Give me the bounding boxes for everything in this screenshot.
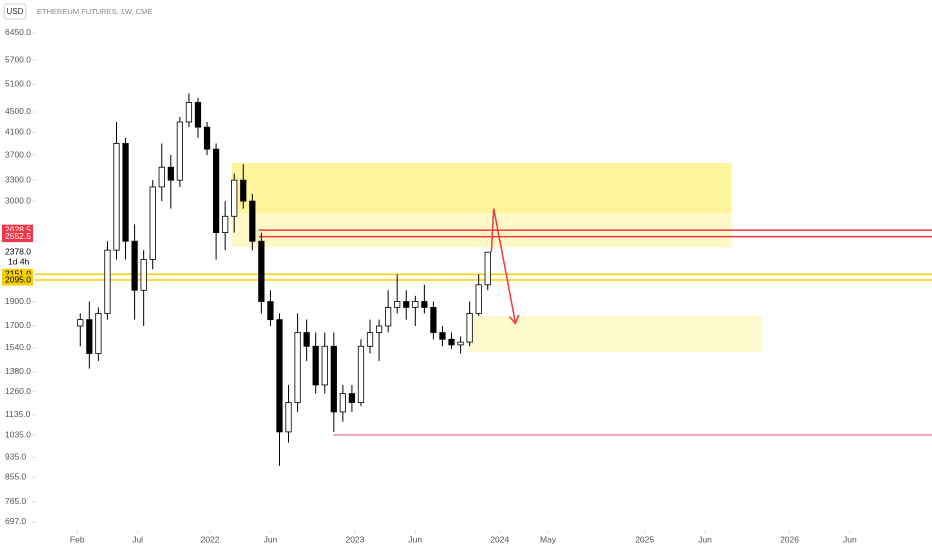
candle-body — [185, 102, 193, 123]
price-label: 2628.5 — [5, 224, 31, 234]
y-tick-label: 855.0 — [5, 471, 27, 481]
y-tick-label: 1900.0 — [5, 296, 31, 306]
y-tick-label: 5700.0 — [5, 54, 31, 64]
candle-body — [167, 166, 174, 181]
y-tick-label: 4100.0 — [5, 127, 31, 137]
candle-body — [240, 179, 247, 202]
y-tick-label: 1135.0 — [5, 409, 31, 419]
zone — [231, 162, 732, 213]
currency[interactable]: USD — [7, 7, 24, 16]
y-tick-label: 3700.0 — [5, 149, 31, 159]
x-tick-label: Jun — [264, 534, 278, 544]
candle-body — [294, 332, 301, 403]
candle-body — [448, 338, 455, 346]
y-tick-label: 1540.0 — [5, 342, 31, 352]
x-tick-label: 2023 — [345, 534, 364, 544]
last-price-label: 2378.0 — [5, 246, 31, 256]
zone — [231, 162, 732, 248]
x-tick-label: 2022 — [201, 534, 220, 544]
y-tick-label: 3000.0 — [5, 195, 31, 205]
candle-body — [176, 121, 183, 181]
countdown: 1d 4h — [8, 256, 30, 266]
y-tick-label: 697.0 — [5, 516, 27, 526]
candle-body — [149, 186, 156, 260]
candle-body — [484, 251, 491, 286]
candle-body — [212, 148, 220, 233]
candle-body — [303, 332, 310, 347]
y-tick-label: 1035.0 — [5, 429, 31, 439]
candle-body — [158, 166, 165, 188]
price-label: 2151.0 — [5, 269, 31, 279]
candle-body — [375, 325, 383, 333]
candle-body — [357, 345, 365, 403]
candle-body — [77, 319, 84, 327]
candle-body — [466, 313, 473, 343]
x-tick-label: 2026 — [780, 534, 799, 544]
y-tick-label: 4500.0 — [5, 106, 31, 116]
candle-body — [140, 259, 147, 291]
candle-body — [385, 306, 392, 327]
y-tick-label: 1700.0 — [5, 320, 31, 330]
x-tick-label: 2024 — [490, 534, 509, 544]
x-tick-label: Feb — [70, 534, 85, 544]
candle-body — [339, 393, 346, 413]
y-tick-label: 935.0 — [5, 452, 27, 462]
x-tick-label: Jul — [132, 534, 143, 544]
candle-body — [475, 284, 482, 314]
arrow — [490, 208, 517, 324]
price-label-bg — [2, 231, 33, 243]
candle-body — [86, 319, 93, 354]
candle-body — [131, 240, 138, 291]
x-tick-label: 2025 — [635, 534, 654, 544]
y-tick-label: 6450.0 — [5, 27, 31, 37]
candle-body — [222, 215, 229, 233]
y-tick-label: 765.0 — [5, 496, 27, 506]
y-tick-label: 3300.0 — [5, 174, 31, 184]
candle-body — [403, 301, 410, 308]
arrow-head — [508, 314, 520, 325]
candle-body — [258, 240, 265, 302]
candle-body — [113, 143, 120, 251]
zone — [469, 316, 762, 352]
candle-body — [104, 249, 111, 314]
candle-body — [312, 345, 319, 386]
price-label-bg — [2, 274, 33, 286]
candle-body — [421, 301, 428, 308]
candle-body — [457, 341, 464, 346]
candle-body — [95, 313, 102, 354]
y-tick-label: 1260.0 — [5, 386, 31, 396]
x-tick-label: May — [540, 534, 557, 544]
candle-body — [285, 402, 292, 433]
x-tick-label: Jun — [698, 534, 712, 544]
candle-body — [276, 319, 283, 433]
currency-button[interactable] — [3, 3, 27, 20]
candle-body — [394, 301, 401, 308]
candle-body — [203, 126, 211, 150]
candle-body — [348, 393, 356, 403]
candle-body — [330, 345, 337, 413]
candle-body — [321, 345, 328, 386]
y-tick-label: 1380.0 — [5, 366, 31, 376]
x-tick-label: Jun — [843, 534, 857, 544]
candle-body — [249, 200, 256, 242]
price-label: 2095.0 — [5, 274, 31, 284]
chart-title: ETHEREUM FUTURES, 1W, CME — [37, 7, 152, 16]
candle-body — [267, 301, 274, 321]
price-label: 2552.5 — [5, 231, 31, 241]
candle-body — [122, 143, 129, 242]
price-label-bg — [2, 268, 33, 280]
candle-body — [194, 102, 202, 128]
y-tick-label: 5100.0 — [5, 79, 31, 89]
price-label-bg — [2, 224, 33, 236]
candle-body — [412, 301, 419, 308]
x-tick-label: Jun — [408, 534, 422, 544]
candle-body — [430, 306, 437, 333]
candle-body — [366, 332, 374, 347]
candle-body — [439, 332, 446, 340]
candle-body — [231, 179, 238, 217]
